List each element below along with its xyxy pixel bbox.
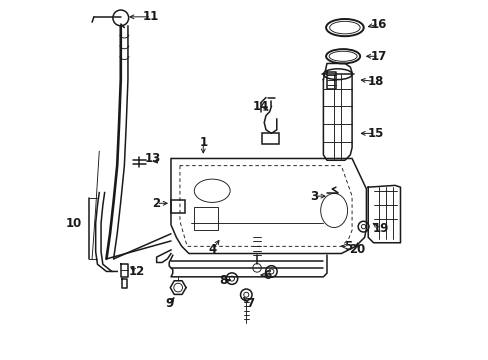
Text: 18: 18 xyxy=(366,75,383,88)
Text: 14: 14 xyxy=(252,100,268,113)
Text: 3: 3 xyxy=(310,190,318,203)
Text: 7: 7 xyxy=(245,297,253,310)
Text: 4: 4 xyxy=(208,243,216,256)
Text: 17: 17 xyxy=(370,50,386,63)
Text: 6: 6 xyxy=(263,269,271,282)
Text: 11: 11 xyxy=(143,10,159,23)
Text: 20: 20 xyxy=(348,243,365,256)
Text: 19: 19 xyxy=(372,222,388,235)
Text: 2: 2 xyxy=(152,197,161,210)
Text: 10: 10 xyxy=(66,216,82,230)
Text: 9: 9 xyxy=(165,297,173,310)
Text: 5: 5 xyxy=(344,240,352,253)
Text: 16: 16 xyxy=(370,18,386,31)
Text: 1: 1 xyxy=(199,136,207,149)
Text: 13: 13 xyxy=(144,152,161,165)
Text: 8: 8 xyxy=(219,274,226,287)
Text: 15: 15 xyxy=(366,127,383,140)
Text: 12: 12 xyxy=(128,265,145,278)
